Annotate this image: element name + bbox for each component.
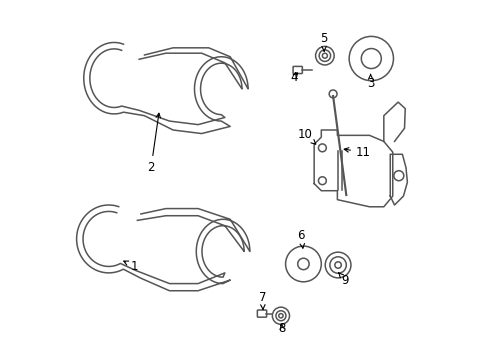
Text: 5: 5 — [320, 32, 327, 51]
Text: 9: 9 — [338, 273, 348, 287]
Text: 6: 6 — [297, 229, 304, 248]
Text: 4: 4 — [290, 71, 297, 84]
Text: 3: 3 — [366, 74, 374, 90]
Text: 11: 11 — [344, 146, 370, 159]
Text: 1: 1 — [123, 260, 138, 273]
FancyBboxPatch shape — [257, 310, 266, 317]
Text: 10: 10 — [297, 128, 315, 144]
Text: 7: 7 — [258, 291, 266, 310]
FancyBboxPatch shape — [292, 66, 302, 73]
Text: 2: 2 — [147, 113, 160, 174]
Text: 8: 8 — [278, 322, 285, 335]
